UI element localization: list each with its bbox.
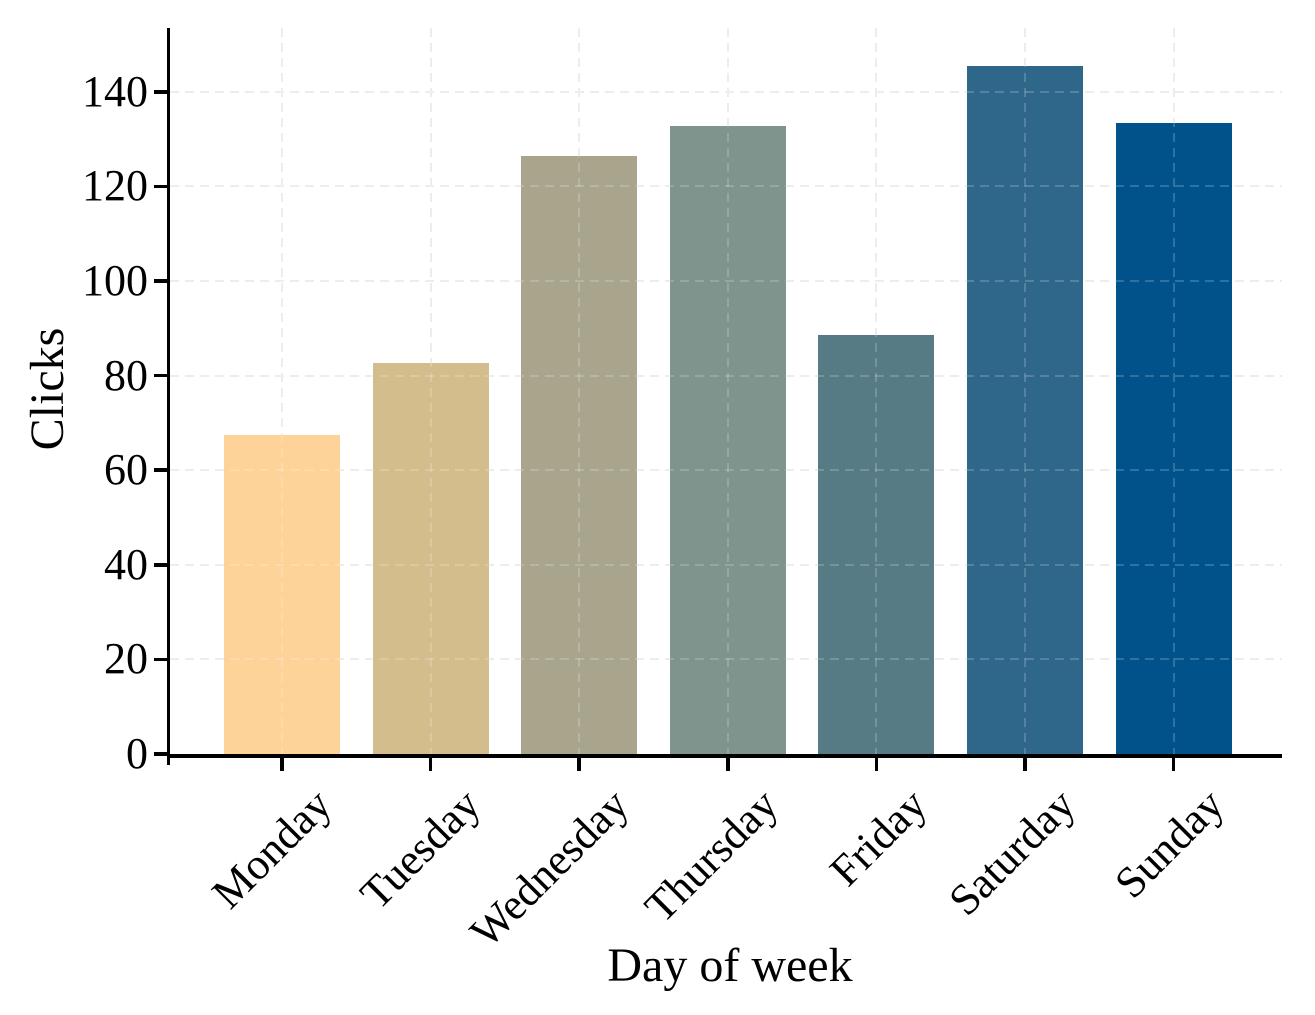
h-gridline-60 (170, 469, 1282, 472)
y-tick-label-100: 100 (82, 256, 148, 306)
x-tick-monday (280, 757, 284, 771)
h-gridline-40 (170, 563, 1282, 566)
x-tick-label-wednesday: Wednesday (461, 779, 639, 957)
y-tick-120 (153, 184, 167, 189)
v-gridline-tuesday (429, 28, 432, 754)
plot-area (153, 28, 1282, 771)
h-gridline-120 (170, 185, 1282, 188)
y-tick-label-60: 60 (104, 445, 148, 495)
x-axis-spine (166, 754, 1282, 758)
v-gridline-monday (281, 28, 283, 754)
gridlines-over-layer (170, 28, 1282, 754)
bar-friday (818, 335, 935, 754)
x-tick-saturday (1023, 757, 1027, 771)
x-tick-thursday (726, 757, 730, 771)
bars-layer (170, 28, 1282, 754)
x-tick-label-friday: Friday (819, 779, 936, 896)
bar-thursday (669, 126, 786, 754)
bar-saturday (967, 65, 1083, 754)
bar-tuesday (372, 363, 489, 754)
bar-monday (224, 434, 340, 754)
y-tick-0 (153, 752, 167, 756)
x-tick-label-monday: Monday (202, 779, 342, 918)
y-tick-label-120: 120 (82, 161, 148, 211)
x-tick-label-tuesday: Tuesday (350, 779, 490, 919)
h-gridline-20 (170, 658, 1282, 661)
v-gridline-sunday (1172, 28, 1175, 754)
axis-ticks-layer (153, 28, 1282, 771)
x-axis-label: Day of week (607, 939, 853, 992)
v-gridline-saturday (1024, 28, 1026, 754)
y-tick-label-20: 20 (104, 634, 148, 684)
x-tick-tuesday (428, 757, 433, 771)
h-gridline-140 (170, 90, 1282, 93)
v-gridline-friday (875, 28, 878, 754)
y-tick-40 (153, 563, 167, 567)
x-tick-label-saturday: Saturday (938, 779, 1085, 925)
x-tick-friday (874, 757, 879, 771)
y-tick-140 (153, 90, 167, 94)
bar-sunday (1115, 122, 1232, 754)
h-gridline-140 (170, 90, 1282, 93)
v-gridline-thursday (726, 28, 729, 754)
h-gridline-100 (170, 280, 1282, 283)
y-tick-label-140: 140 (82, 66, 148, 116)
x-tick-wednesday (577, 757, 581, 771)
x-tick-label-sunday: Sunday (1104, 779, 1233, 908)
x-tick-sunday (1171, 757, 1176, 771)
y-tick-20 (153, 657, 167, 662)
y-tick-100 (153, 279, 167, 283)
y-tick-label-40: 40 (104, 539, 148, 589)
h-gridline-80 (170, 374, 1282, 377)
x-tick-label-thursday: Thursday (634, 779, 788, 932)
v-gridline-wednesday (578, 28, 581, 754)
y-axis-spine (166, 28, 170, 765)
bar-wednesday (521, 155, 638, 754)
y-tick-label-0: 0 (126, 729, 148, 778)
y-tick-60 (153, 468, 167, 472)
v-gridline-monday (281, 28, 283, 754)
y-tick-label-80: 80 (104, 350, 148, 400)
y-tick-80 (153, 373, 167, 378)
